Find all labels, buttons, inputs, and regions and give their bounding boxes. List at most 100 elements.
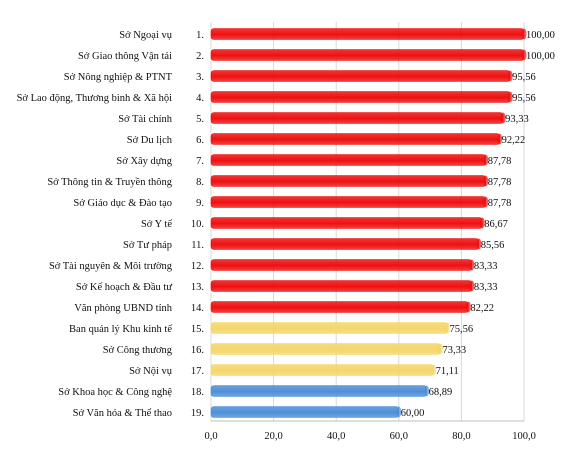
bar <box>210 133 500 145</box>
bar <box>210 322 448 334</box>
bar-end-cap <box>438 343 444 355</box>
category-label: Sở Nội vụ <box>129 366 173 377</box>
bar-end-cap <box>500 112 506 124</box>
bar-end-cap <box>465 301 471 313</box>
bar <box>210 364 434 376</box>
bar <box>210 217 483 229</box>
rank-label: 18. <box>191 387 204 398</box>
category-label: Sở Kế hoạch & Đầu tư <box>76 282 172 293</box>
bar-value-label: 75,56 <box>450 324 474 335</box>
bar-end-cap <box>469 259 475 271</box>
rank-label: 8. <box>196 177 204 188</box>
bar-value-label: 83,33 <box>474 261 498 272</box>
x-tick-label: 40,0 <box>327 431 345 442</box>
bar-value-label: 100,00 <box>526 30 555 41</box>
rank-label: 19. <box>191 408 204 419</box>
x-tick-label: 20,0 <box>264 431 282 442</box>
category-label: Sở Tài chính <box>118 114 173 125</box>
category-label: Sở Văn hóa & Thể thao <box>73 408 172 419</box>
rank-label: 2. <box>196 51 204 62</box>
rank-label: 13. <box>191 282 204 293</box>
bar-value-label: 71,11 <box>436 366 459 377</box>
rank-label: 1. <box>196 30 204 41</box>
bar-value-label: 60,00 <box>401 408 425 419</box>
bar <box>210 196 487 208</box>
bar <box>210 175 487 187</box>
bar-end-cap <box>476 238 482 250</box>
category-label: Sở Giáo dục & Đào tạo <box>73 198 172 209</box>
bar-end-cap <box>521 49 527 61</box>
bar-end-cap <box>479 217 485 229</box>
category-label: Sở Xây dựng <box>116 156 172 167</box>
category-label: Sở Giao thông Vận tải <box>78 51 172 62</box>
rank-label: 12. <box>191 261 204 272</box>
bar-end-cap <box>396 406 402 418</box>
rank-label: 17. <box>191 366 204 377</box>
bar <box>210 49 525 61</box>
x-tick-label: 100,0 <box>512 431 536 442</box>
bar-value-label: 93,33 <box>505 114 529 125</box>
category-label: Sở Lao động, Thương binh & Xã hội <box>17 93 173 104</box>
category-label: Sở Du lịch <box>127 135 173 146</box>
bar-value-label: 87,78 <box>488 177 512 188</box>
bar-end-cap <box>445 322 451 334</box>
bar-end-cap <box>521 28 527 40</box>
rank-label: 11. <box>191 240 204 251</box>
bar-value-label: 95,56 <box>512 72 536 83</box>
bar <box>210 91 511 103</box>
bar-end-cap <box>507 91 513 103</box>
rank-label: 10. <box>191 219 204 230</box>
rank-label: 15. <box>191 324 204 335</box>
category-label: Ban quản lý Khu kinh tế <box>69 324 172 335</box>
rank-label: 7. <box>196 156 204 167</box>
bar <box>210 70 511 82</box>
category-label: Sở Ngoại vụ <box>119 30 173 41</box>
bar-end-cap <box>424 385 430 397</box>
bar <box>210 28 525 40</box>
bar-value-label: 92,22 <box>502 135 526 146</box>
category-label: Văn phòng UBND tỉnh <box>74 303 172 314</box>
bars: 100,00 100,00 95,56 95,56 93,33 92,22 87,78 87,… <box>210 28 555 419</box>
bar-value-label: 87,78 <box>488 198 512 209</box>
rank-label: 6. <box>196 135 204 146</box>
category-label: Sở Khoa học & Công nghệ <box>58 387 172 398</box>
bar-end-cap <box>497 133 503 145</box>
rank-label: 3. <box>196 72 204 83</box>
x-tick-label: 0,0 <box>204 431 217 442</box>
rank-label: 5. <box>196 114 204 125</box>
bar <box>210 238 480 250</box>
bar-value-label: 68,89 <box>429 387 453 398</box>
bar <box>210 301 469 313</box>
x-tick-label: 60,0 <box>390 431 408 442</box>
bar-end-cap <box>431 364 437 376</box>
bar-value-label: 86,67 <box>484 219 508 230</box>
bar-value-label: 85,56 <box>481 240 505 251</box>
bar-value-label: 82,22 <box>470 303 494 314</box>
bar-value-label: 83,33 <box>474 282 498 293</box>
category-label: Sở Nông nghiệp & PTNT <box>64 72 173 83</box>
bar <box>210 280 473 292</box>
bar-end-cap <box>483 196 489 208</box>
bar-end-cap <box>483 154 489 166</box>
category-label: Sở Tư pháp <box>123 240 172 251</box>
bar-value-label: 95,56 <box>512 93 536 104</box>
category-labels: Sở Ngoại vụ 1. Sở Giao thông Vận tải 2. Sở N… <box>17 30 204 419</box>
bar-end-cap <box>507 70 513 82</box>
rank-label: 4. <box>196 93 204 104</box>
bar <box>210 406 400 418</box>
bar-value-label: 87,78 <box>488 156 512 167</box>
x-axis: 0,0 20,0 40,0 60,0 80,0 100,0 <box>204 420 536 442</box>
bar <box>210 343 441 355</box>
category-label: Sở Tài nguyên & Môi trường <box>49 261 173 272</box>
rank-label: 14. <box>191 303 204 314</box>
x-tick-label: 80,0 <box>452 431 470 442</box>
bar-value-label: 100,00 <box>526 51 555 62</box>
category-label: Sở Công thương <box>103 345 173 356</box>
bar-value-label: 73,33 <box>443 345 467 356</box>
rank-label: 9. <box>196 198 204 209</box>
category-label: Sở Thông tin & Truyền thông <box>47 177 172 188</box>
bar-end-cap <box>483 175 489 187</box>
bar <box>210 259 473 271</box>
